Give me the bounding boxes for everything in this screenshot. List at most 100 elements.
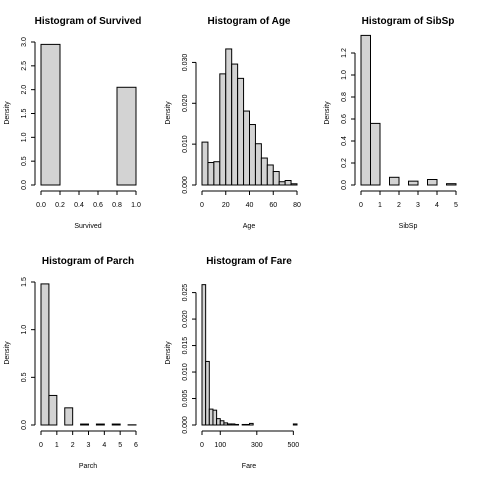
histogram-bar [446, 183, 457, 186]
x-tick-label: 0.2 [55, 202, 65, 209]
y-tick-label: 0.020 [182, 94, 189, 112]
y-tick-label: 1.5 [21, 277, 28, 287]
y-tick-label: 0.2 [341, 158, 348, 168]
y-tick-label: 0.000 [182, 176, 189, 194]
histogram-bar [427, 179, 438, 186]
y-axis-title: Density [165, 101, 172, 125]
y-tick-label: 0.020 [182, 310, 189, 328]
y-tick-label: 2.5 [21, 61, 28, 71]
y-tick-label: 0.010 [182, 135, 189, 153]
histogram-bar [278, 181, 286, 186]
histogram-panel: Histogram of SibSp 0 1 2 3 4 5 0.0 0.2 0.4 0.6 0.8 1… [324, 16, 458, 230]
x-tick-label: 1 [55, 442, 59, 449]
chart-title: Histogram of Fare [206, 256, 292, 267]
histogram-bar [260, 157, 268, 186]
x-tick-label: 2 [397, 202, 401, 209]
x-tick-label: 0.8 [112, 202, 122, 209]
histogram-bar [216, 418, 221, 426]
histogram-panel: Histogram of Age 0 20 40 60 80 0.000 0.010 0.020… [165, 16, 301, 230]
x-tick-label: 0 [39, 442, 43, 449]
histogram-bar [237, 77, 245, 186]
histogram-bar [40, 43, 61, 186]
histogram-bar [249, 422, 254, 426]
y-tick-label: 1.0 [21, 132, 28, 142]
histogram-panel: Histogram of Survived 0.0 0.2 0.4 0.6 0.8 1.0 0… [4, 16, 141, 230]
y-axis-title: Density [165, 341, 172, 365]
histogram-bar [213, 161, 221, 186]
histogram-bar [290, 183, 298, 186]
x-tick-label: 20 [222, 202, 230, 209]
y-axis-title: Density [324, 101, 331, 125]
histogram-bar [389, 176, 400, 186]
histogram-bar [116, 86, 137, 186]
histogram-bar [284, 180, 292, 186]
histogram-bar [408, 180, 419, 186]
chart-title: Histogram of SibSp [362, 16, 455, 27]
y-tick-label: 0.0 [21, 180, 28, 190]
x-tick-label: 3 [416, 202, 420, 209]
y-tick-label: 0.000 [182, 416, 189, 434]
y-tick-label: 0.5 [21, 156, 28, 166]
y-tick-label: 0.025 [182, 284, 189, 302]
chart-title: Histogram of Parch [42, 256, 134, 267]
x-tick-label: 4 [102, 442, 106, 449]
y-tick-label: 0.5 [21, 372, 28, 382]
histogram-bar [208, 408, 214, 426]
y-tick-label: 0.6 [341, 114, 348, 124]
x-tick-label: 1.0 [131, 202, 141, 209]
histogram-bar [64, 407, 74, 426]
histogram-panel: Histogram of Parch 0 1 2 3 4 5 6 0.0 0.5 1.0 1.5 Par… [4, 256, 138, 470]
histogram-bar [111, 423, 121, 426]
histogram-bar [272, 171, 280, 186]
histogram-bar [243, 110, 250, 186]
x-tick-label: 5 [118, 442, 122, 449]
x-tick-label: 500 [288, 442, 300, 449]
y-tick-label: 2.0 [21, 85, 28, 95]
histogram-bar [219, 420, 225, 426]
histogram-bar [212, 409, 218, 426]
y-tick-label: 1.0 [341, 70, 348, 80]
y-tick-label: 1.5 [21, 109, 28, 119]
chart-title: Histogram of Age [208, 16, 291, 27]
histogram-bar [219, 73, 227, 186]
y-tick-label: 0.8 [341, 92, 348, 102]
histogram-bar [95, 423, 105, 426]
y-axis-title: Density [4, 341, 11, 365]
y-tick-label: 0.005 [182, 390, 189, 408]
x-tick-label: 0 [200, 202, 204, 209]
histogram-bar [205, 360, 210, 426]
y-tick-label: 3.0 [21, 37, 28, 47]
histogram-bar [360, 34, 371, 186]
x-tick-label: 80 [293, 202, 301, 209]
x-tick-label: 3 [87, 442, 91, 449]
x-tick-label: 60 [269, 202, 277, 209]
x-tick-label: 40 [246, 202, 254, 209]
histogram-bar [370, 122, 381, 186]
histogram-bar [48, 394, 58, 426]
x-axis-title: Fare [242, 463, 257, 470]
x-tick-label: 0 [200, 442, 204, 449]
y-tick-label: 0.030 [182, 54, 189, 72]
histogram-bar [227, 423, 232, 426]
histogram-bar [80, 423, 90, 426]
histogram-bar [292, 423, 298, 426]
x-tick-label: 100 [214, 442, 226, 449]
histogram-bar [254, 143, 262, 186]
x-tick-label: 6 [134, 442, 138, 449]
x-axis-title: Parch [79, 463, 97, 470]
x-tick-label: 0.0 [36, 202, 46, 209]
x-tick-label: 300 [251, 442, 263, 449]
histogram-bar [225, 48, 233, 186]
histogram-bar [241, 423, 247, 426]
histogram-bar [231, 63, 239, 186]
x-axis-title: Survived [74, 223, 101, 230]
chart-title: Histogram of Survived [35, 16, 142, 27]
x-axis-title: Age [243, 223, 256, 230]
x-tick-label: 0.4 [74, 202, 84, 209]
y-tick-label: 1.2 [341, 48, 348, 58]
x-tick-label: 2 [71, 442, 75, 449]
histogram-bar [234, 423, 240, 426]
histogram-bar [201, 284, 207, 426]
x-tick-label: 4 [435, 202, 439, 209]
